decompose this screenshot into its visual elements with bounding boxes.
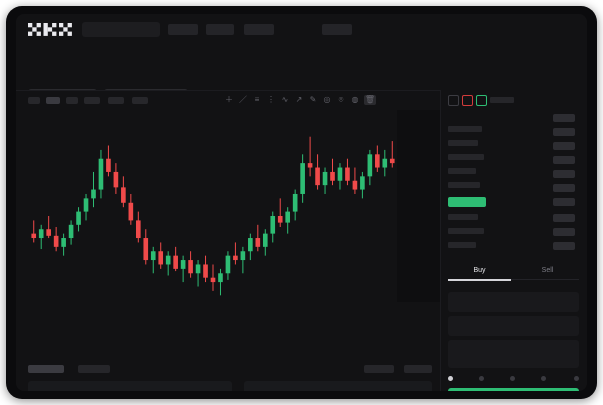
orders-empty-panel-right <box>244 381 432 391</box>
crosshair-icon[interactable]: ＋ <box>225 95 233 104</box>
orderbook-ask-price-3 <box>553 156 575 164</box>
fib-icon[interactable]: ⋮ <box>267 95 275 104</box>
orderbook-bid-price-2 <box>553 228 575 236</box>
orderbook-bids-icon[interactable] <box>476 95 487 106</box>
eye-icon[interactable]: ◍ <box>351 95 359 104</box>
nav-item-1[interactable] <box>168 24 198 35</box>
wave-icon[interactable]: ∿ <box>281 95 289 104</box>
arrow-icon[interactable]: ↗ <box>295 95 303 104</box>
order-amount-field[interactable] <box>448 316 579 336</box>
slider-dot-0[interactable] <box>448 376 453 381</box>
price-chart[interactable] <box>16 110 440 360</box>
orderbook-both-icon[interactable] <box>448 95 459 106</box>
amount-slider[interactable] <box>448 375 579 382</box>
orderbook-asks-icon[interactable] <box>462 95 473 106</box>
chart-overlay-shadow <box>397 110 441 302</box>
orderbook-last-price <box>448 197 486 207</box>
okx-logo-icon[interactable] <box>28 23 72 37</box>
slider-dot-1[interactable] <box>479 376 484 381</box>
slider-dot-4[interactable] <box>574 376 579 381</box>
timeframe-option-3[interactable] <box>66 97 78 104</box>
market-header-bar: Spot Trading ▾ ▾ <box>16 46 587 111</box>
orders-empty-panel-left <box>28 381 232 391</box>
orderbook-ask-price-2 <box>553 142 575 150</box>
orderbook-bid-price-3 <box>553 242 575 250</box>
submit-order-button[interactable] <box>448 388 579 391</box>
nav-item-2[interactable] <box>206 24 234 35</box>
orderbook-ask-row-5 <box>448 182 480 188</box>
trendline-icon[interactable]: ／ <box>239 95 247 104</box>
order-total-field[interactable] <box>448 340 579 368</box>
orderbook-depth-toggle[interactable] <box>490 97 514 103</box>
orderbook-ask-price-5 <box>553 184 575 192</box>
slider-dot-3[interactable] <box>541 376 546 381</box>
horizontal-line-icon[interactable]: ≡ <box>254 95 260 104</box>
orderbook-ask-price-0 <box>553 114 575 122</box>
tab-positions[interactable] <box>364 365 394 373</box>
tab-order-history[interactable] <box>78 365 110 373</box>
orderbook-spread-value <box>553 198 575 206</box>
tab-underline-active <box>448 279 511 281</box>
app-screen: Spot Trading ▾ ▾ <box>16 14 587 391</box>
timeframe-option-4[interactable] <box>84 97 100 104</box>
top-navigation-bar <box>16 14 587 46</box>
tab-assets[interactable] <box>404 365 432 373</box>
slider-dot-2[interactable] <box>510 376 515 381</box>
orderbook-bid-row-2 <box>448 228 484 234</box>
orderbook-ask-row-3 <box>448 154 484 160</box>
orderbook-ask-row-2 <box>448 140 478 146</box>
orderbook-ask-row-4 <box>448 168 476 174</box>
tab-open-orders[interactable] <box>28 365 64 373</box>
tab-sell[interactable]: Sell <box>541 267 554 274</box>
tab-underline-track <box>448 279 579 280</box>
orderbook-bid-row-3 <box>448 242 476 248</box>
timeframe-option-6[interactable] <box>132 97 148 104</box>
order-price-field[interactable] <box>448 292 579 312</box>
tablet-device-frame: Spot Trading ▾ ▾ <box>6 6 597 399</box>
lock-icon[interactable]: ⌾ <box>338 95 344 104</box>
timeframe-option-5[interactable] <box>108 97 124 104</box>
search-input[interactable] <box>82 22 160 37</box>
nav-item-4[interactable] <box>322 24 352 35</box>
trade-form-tabs: Buy Sell <box>448 264 579 284</box>
tab-buy[interactable]: Buy <box>473 267 486 274</box>
nav-item-3[interactable] <box>244 24 274 35</box>
timeframe-option-1[interactable] <box>28 97 40 104</box>
timeframe-option-2[interactable] <box>46 97 60 104</box>
orderbook-bid-row-1 <box>448 214 478 220</box>
orderbook-ask-price-1 <box>553 128 575 136</box>
orderbook-bid-price-1 <box>553 214 575 222</box>
orderbook-ask-price-4 <box>553 170 575 178</box>
magnet-icon[interactable]: ◎ <box>323 95 331 104</box>
orderbook-ask-row-1 <box>448 126 482 132</box>
brush-icon[interactable]: ✎ <box>309 95 317 104</box>
trash-icon[interactable]: 🗑 <box>364 95 376 105</box>
